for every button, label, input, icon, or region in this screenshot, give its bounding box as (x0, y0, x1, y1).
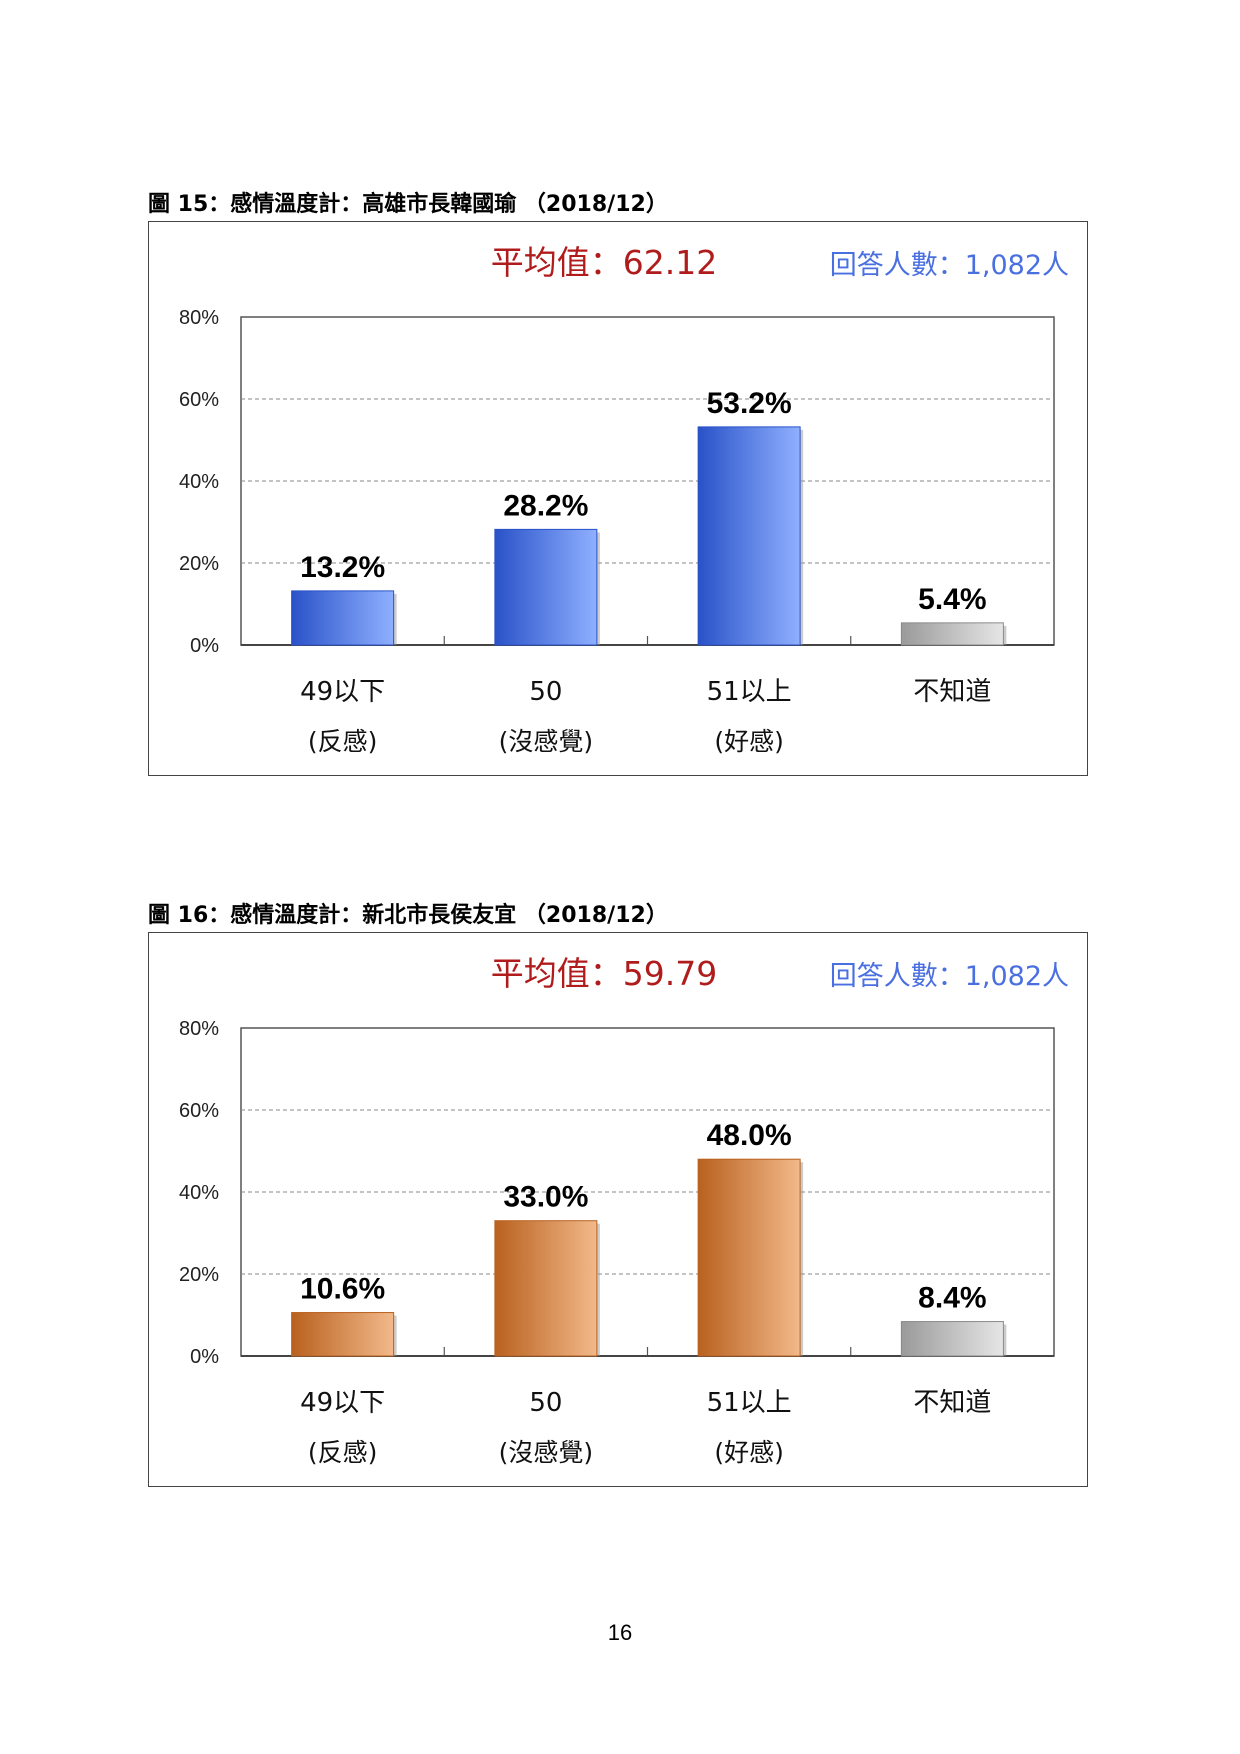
page-number: 16 (607, 1620, 633, 1645)
x-category-sublabel: (好感) (714, 1438, 784, 1467)
x-category-sublabel: (反感) (308, 1438, 378, 1467)
bar-chart: 平均值：59.79 回答人數：1,082人 0% 20% 40% 60% 80% 10.6% 4… (179, 954, 1069, 1467)
chart-frame: 平均值：62.12 回答人數：1,082人 0% 20% 40% 60% 80% 13.2% 4… (148, 221, 1088, 776)
data-label: 13.2% (300, 551, 385, 584)
average-label: 平均值：62.12 (491, 243, 717, 282)
bar (494, 1220, 598, 1357)
x-category-sublabel: (好感) (714, 727, 784, 756)
y-tick-label: 40% (179, 471, 219, 493)
chart-caption: 圖 15：感情溫度計：高雄市長韓國瑜 （2018/12） (148, 192, 668, 217)
bar (291, 590, 395, 646)
bar (494, 528, 598, 646)
y-tick-label: 40% (179, 1182, 219, 1204)
y-tick-label: 0% (190, 635, 219, 657)
bar (697, 1158, 801, 1357)
bar (900, 622, 1004, 646)
data-label: 5.4% (918, 583, 986, 616)
x-category-sublabel: (沒感覺) (499, 1438, 594, 1467)
data-label: 8.4% (918, 1282, 986, 1315)
y-tick-label: 0% (190, 1346, 219, 1368)
bar (900, 1321, 1004, 1357)
x-category-label: 51以上 (707, 1388, 792, 1418)
x-category-label: 49以下 (300, 1388, 385, 1418)
y-tick-label: 80% (179, 307, 219, 329)
chart-caption: 圖 16：感情溫度計：新北市長侯友宜 （2018/12） (148, 903, 668, 928)
bar (697, 426, 801, 646)
x-category-label: 50 (529, 1388, 562, 1418)
data-label: 28.2% (503, 489, 588, 522)
x-category-label: 不知道 (913, 1388, 991, 1418)
data-label: 48.0% (707, 1119, 792, 1152)
bar (291, 1312, 395, 1357)
x-category-sublabel: (反感) (308, 727, 378, 756)
x-category-label: 49以下 (300, 677, 385, 707)
y-tick-label: 60% (179, 1100, 219, 1122)
data-label: 53.2% (707, 387, 792, 420)
average-label: 平均值：59.79 (491, 954, 717, 993)
respondents-label: 回答人數：1,082人 (830, 250, 1069, 281)
y-tick-label: 20% (179, 1264, 219, 1286)
bar-chart: 平均值：62.12 回答人數：1,082人 0% 20% 40% 60% 80% 13.2% 4… (179, 243, 1069, 756)
y-tick-label: 60% (179, 389, 219, 411)
y-tick-label: 80% (179, 1018, 219, 1040)
y-tick-label: 20% (179, 553, 219, 575)
respondents-label: 回答人數：1,082人 (830, 961, 1069, 992)
data-label: 10.6% (300, 1273, 385, 1306)
chart-frame: 平均值：59.79 回答人數：1,082人 0% 20% 40% 60% 80% 10.6% 4… (148, 932, 1088, 1487)
x-category-label: 50 (529, 677, 562, 707)
data-label: 33.0% (503, 1181, 588, 1214)
x-category-label: 不知道 (913, 677, 991, 707)
x-category-label: 51以上 (707, 677, 792, 707)
x-category-sublabel: (沒感覺) (499, 727, 594, 756)
